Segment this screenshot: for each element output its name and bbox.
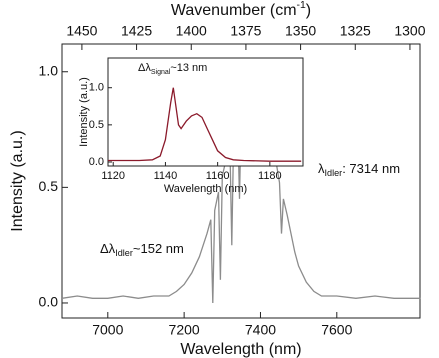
annotation-part: ~152 nm <box>133 241 184 256</box>
y-tick-label: 0.5 <box>39 178 59 194</box>
annotation-part: Idler <box>325 168 343 178</box>
x-tick-label: 1140 <box>154 170 178 182</box>
x-tick-label: 7000 <box>92 321 123 337</box>
annotation-part: Δλ <box>138 62 151 74</box>
plot-area <box>108 58 303 166</box>
annotation-part: Δλ <box>100 241 116 256</box>
x2-axis-label-part: Wavenumber (cm <box>171 2 297 19</box>
y-axis-label: Intensity (a.u.) <box>78 77 90 147</box>
annotation-part: : 7314 nm <box>342 161 400 176</box>
x-axis-label: Wavelength (nm) <box>180 341 301 358</box>
annotation: ΔλIdler~152 nm <box>100 241 184 258</box>
annotation-part: ~13 nm <box>170 62 207 74</box>
y-tick-label: 1.0 <box>39 62 59 78</box>
x-axis-label: Wavelength (nm) <box>164 183 247 195</box>
chart: 7000 7200 7400 7600 0.0 0.5 1.0 1450 1425 1400 137… <box>0 0 439 358</box>
x-tick-label: 1120 <box>101 170 125 182</box>
y-tick-label: 1.0 <box>89 82 104 94</box>
y-tick-label: 0.0 <box>39 294 59 310</box>
x-tick-label: 7200 <box>169 321 200 337</box>
x2-axis-label: Wavenumber (cm-1) <box>171 0 311 19</box>
x2-tick-label: 1300 <box>394 23 425 39</box>
x-tick-label: 1160 <box>206 170 230 182</box>
y-tick-label: 0.0 <box>89 156 104 168</box>
x2-tick-label: 1375 <box>230 23 261 39</box>
x2-tick-label: 1350 <box>285 23 316 39</box>
y-tick-label: 0.5 <box>89 119 104 131</box>
x2-tick-label: 1450 <box>66 23 97 39</box>
annotation-part: Signal <box>151 69 171 76</box>
x-tick-label: 1180 <box>258 170 282 182</box>
annotation: ΔλSignal~13 nm <box>138 62 207 76</box>
x2-tick-label: 1425 <box>121 23 152 39</box>
x2-tick-label: 1325 <box>340 23 371 39</box>
x2-axis-label-part: ) <box>306 2 311 19</box>
x-tick-label: 7600 <box>321 321 352 337</box>
x-tick-label: 7400 <box>245 321 276 337</box>
annotation-part: Idler <box>115 248 133 258</box>
y-axis-label: Intensity (a.u.) <box>9 130 26 231</box>
x2-tick-label: 1400 <box>176 23 207 39</box>
x2-axis-label-part: -1 <box>297 0 306 11</box>
